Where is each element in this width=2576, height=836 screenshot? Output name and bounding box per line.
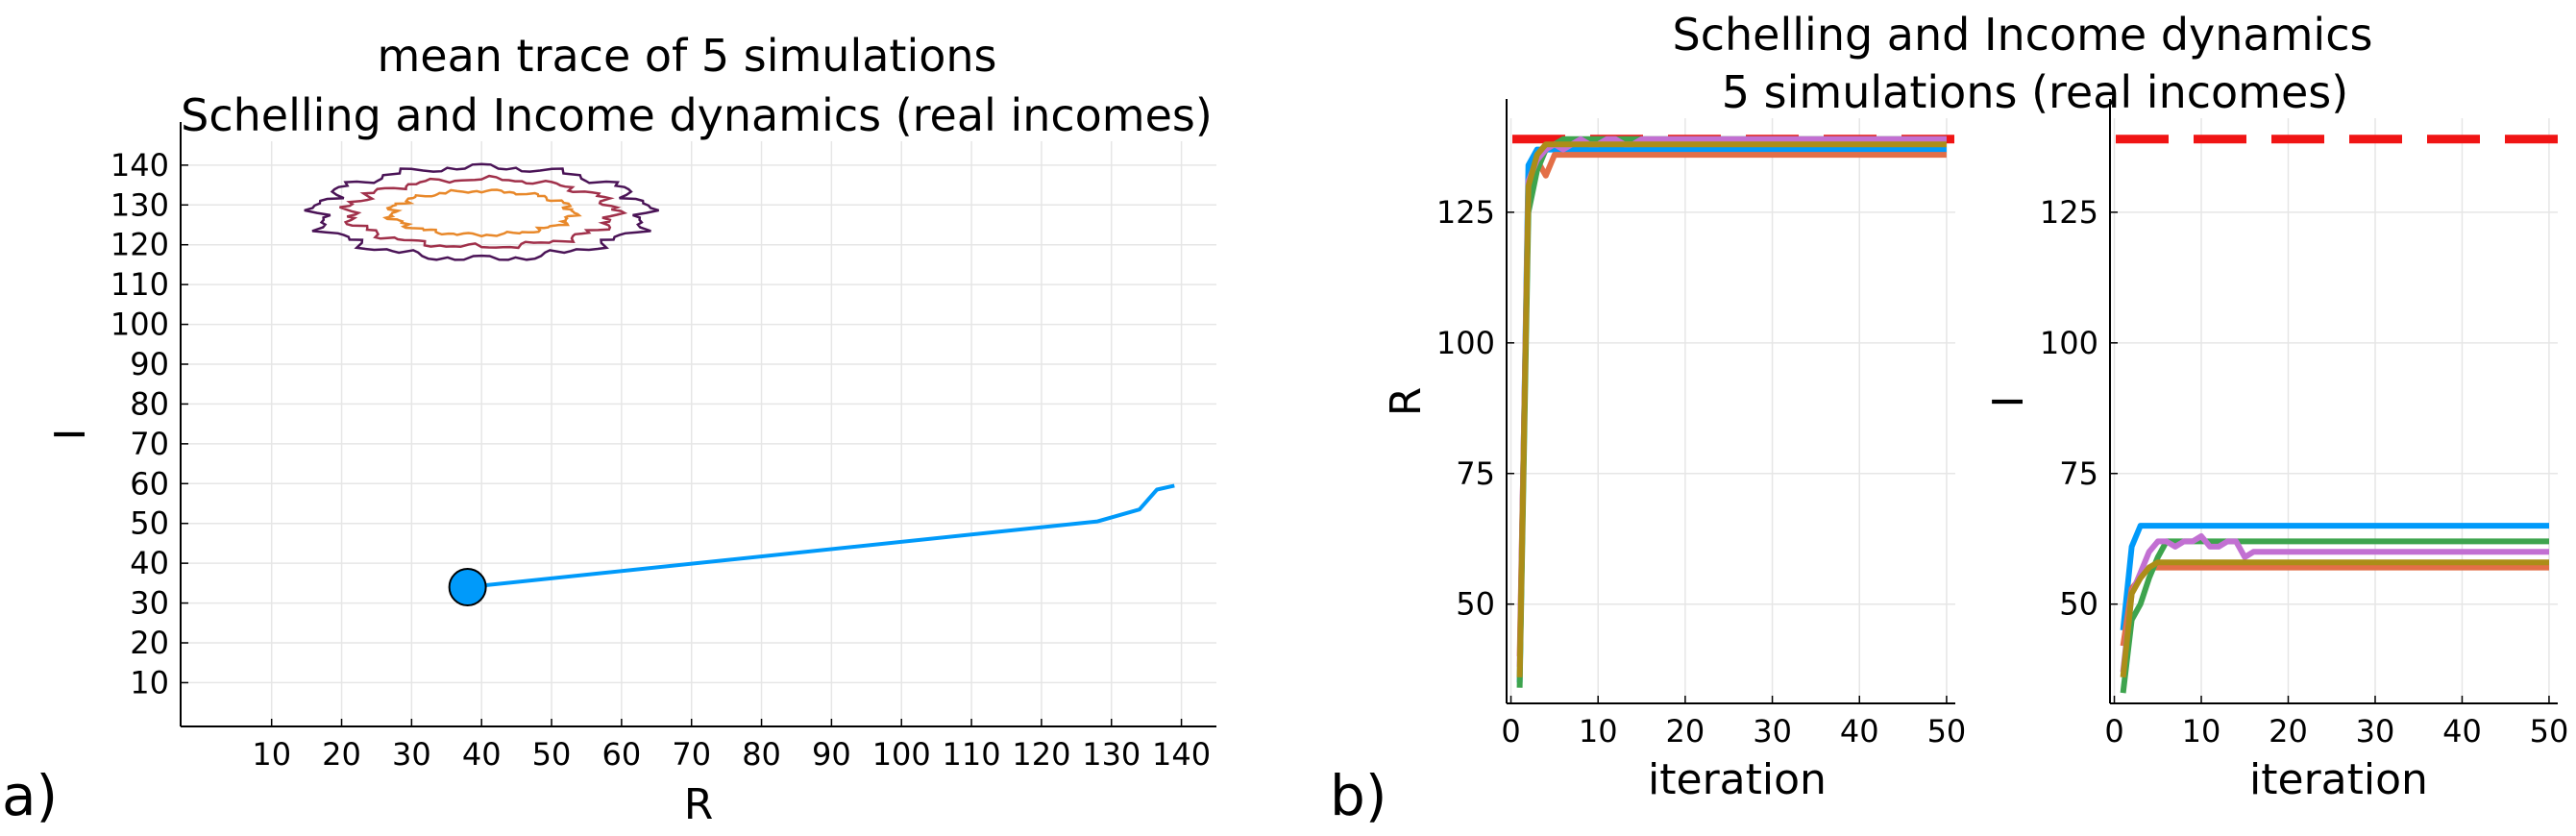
chart3-axes [2109, 99, 2558, 704]
chart3-ticks: 0 10 20 30 40 50 50 75 100 125 [2040, 194, 2568, 750]
chart1-contours [304, 162, 659, 261]
x-tick-label: 100 [872, 736, 931, 773]
chart3-grid [2110, 118, 2558, 703]
y-tick-label: 50 [130, 505, 169, 542]
contour-level-1 [304, 162, 659, 261]
x-tick-label: 50 [2530, 713, 2569, 750]
y-tick-label: 125 [2040, 194, 2098, 231]
chart2-marks [1512, 135, 1967, 688]
y-tick-label: 140 [110, 147, 169, 184]
chart1-title-line1: mean trace of 5 simulations [377, 30, 996, 82]
y-tick-label: 110 [110, 266, 169, 303]
series-line-2 [1516, 152, 1947, 657]
series-line-4 [2120, 533, 2549, 673]
x-tick-label: 90 [812, 736, 851, 773]
x-tick-label: 30 [2356, 713, 2395, 750]
x-tick-label: 10 [252, 736, 291, 773]
y-tick-label: 100 [2040, 325, 2098, 361]
chart2-ticks: 0 10 20 30 40 50 50 75 100 125 [1436, 194, 1966, 750]
x-tick-label: 30 [392, 736, 431, 773]
chart1-grid [181, 141, 1216, 726]
chart1-axes [180, 122, 1216, 727]
y-tick-label: 60 [130, 465, 169, 502]
x-tick-label: 110 [943, 736, 1001, 773]
chart1-xlabel: R [684, 780, 714, 829]
x-tick-label: 50 [532, 736, 572, 773]
y-tick-label: 80 [130, 385, 169, 422]
series-line-1 [2120, 523, 2549, 631]
start-marker-point [448, 568, 487, 606]
series-line-5 [2120, 559, 2549, 678]
x-tick-label: 20 [322, 736, 361, 773]
y-tick-label: 100 [110, 307, 169, 343]
x-tick-label: 10 [2182, 713, 2221, 750]
i-iteration-chart: 0 10 20 30 40 50 50 75 100 125 iteration I [1984, 99, 2569, 804]
r-iteration-chart: Schelling and Income dynamics 5 simulati… [1382, 9, 2372, 804]
y-tick-label: 130 [110, 186, 169, 223]
y-tick-label: 50 [1456, 586, 1495, 623]
y-tick-label: 90 [130, 346, 169, 382]
y-tick-label: 120 [110, 227, 169, 263]
chart1-marks [448, 483, 1175, 606]
x-tick-label: 20 [1666, 713, 1705, 750]
x-tick-label: 30 [1753, 713, 1792, 750]
series-line-2 [2120, 564, 2549, 647]
x-tick-label: 40 [1840, 713, 1879, 750]
series-line-5 [1516, 141, 1947, 677]
x-tick-label: 70 [672, 736, 711, 773]
chart2-title-line1: Schelling and Income dynamics [1673, 9, 2373, 61]
x-tick-label: 140 [1152, 736, 1211, 773]
chart2-ylabel: R [1382, 387, 1431, 417]
y-tick-label: 75 [1456, 455, 1495, 492]
chart2-grid [1507, 118, 1955, 703]
panel-label-b: b) [1330, 763, 1386, 828]
y-tick-label: 70 [130, 426, 169, 462]
x-tick-label: 10 [1579, 713, 1618, 750]
chart2-axes [1506, 99, 1955, 704]
x-tick-label: 80 [742, 736, 781, 773]
panel-label-a: a) [2, 763, 58, 828]
mean-trace-line [467, 483, 1175, 589]
chart3-xlabel: iteration [2249, 755, 2428, 804]
series-line-1 [1516, 146, 1947, 683]
y-tick-label: 40 [130, 545, 169, 581]
x-tick-label: 40 [462, 736, 502, 773]
x-tick-label: 40 [2442, 713, 2482, 750]
chart2-title-line2: 5 simulations (real incomes) [1722, 66, 2348, 118]
x-tick-label: 0 [2104, 713, 2123, 750]
chart1-title-line2: Schelling and Income dynamics (real inco… [181, 89, 1213, 141]
chart1-ylabel: I [46, 429, 95, 441]
y-tick-label: 50 [2059, 586, 2098, 623]
y-tick-label: 30 [130, 585, 169, 622]
x-tick-label: 60 [602, 736, 642, 773]
x-tick-label: 20 [2269, 713, 2308, 750]
x-tick-label: 50 [1927, 713, 1967, 750]
contour-level-3 [381, 188, 582, 238]
mean-trace-chart: mean trace of 5 simulations Schelling an… [46, 30, 1216, 829]
chart2-xlabel: iteration [1648, 755, 1827, 804]
chart3-marks [2116, 135, 2569, 694]
x-tick-label: 0 [1501, 713, 1520, 750]
y-tick-label: 10 [130, 664, 169, 701]
y-tick-label: 100 [1436, 325, 1495, 361]
y-tick-label: 20 [130, 625, 169, 661]
y-tick-label: 75 [2059, 455, 2098, 492]
chart1-ticks: 10 20 30 40 50 60 70 80 90 100 110 120 130 1401020304… [110, 147, 1211, 773]
y-tick-label: 125 [1436, 194, 1495, 231]
x-tick-label: 120 [1012, 736, 1070, 773]
contour-level-2 [339, 174, 628, 250]
x-tick-label: 130 [1082, 736, 1141, 773]
chart3-ylabel: I [1984, 396, 2033, 408]
